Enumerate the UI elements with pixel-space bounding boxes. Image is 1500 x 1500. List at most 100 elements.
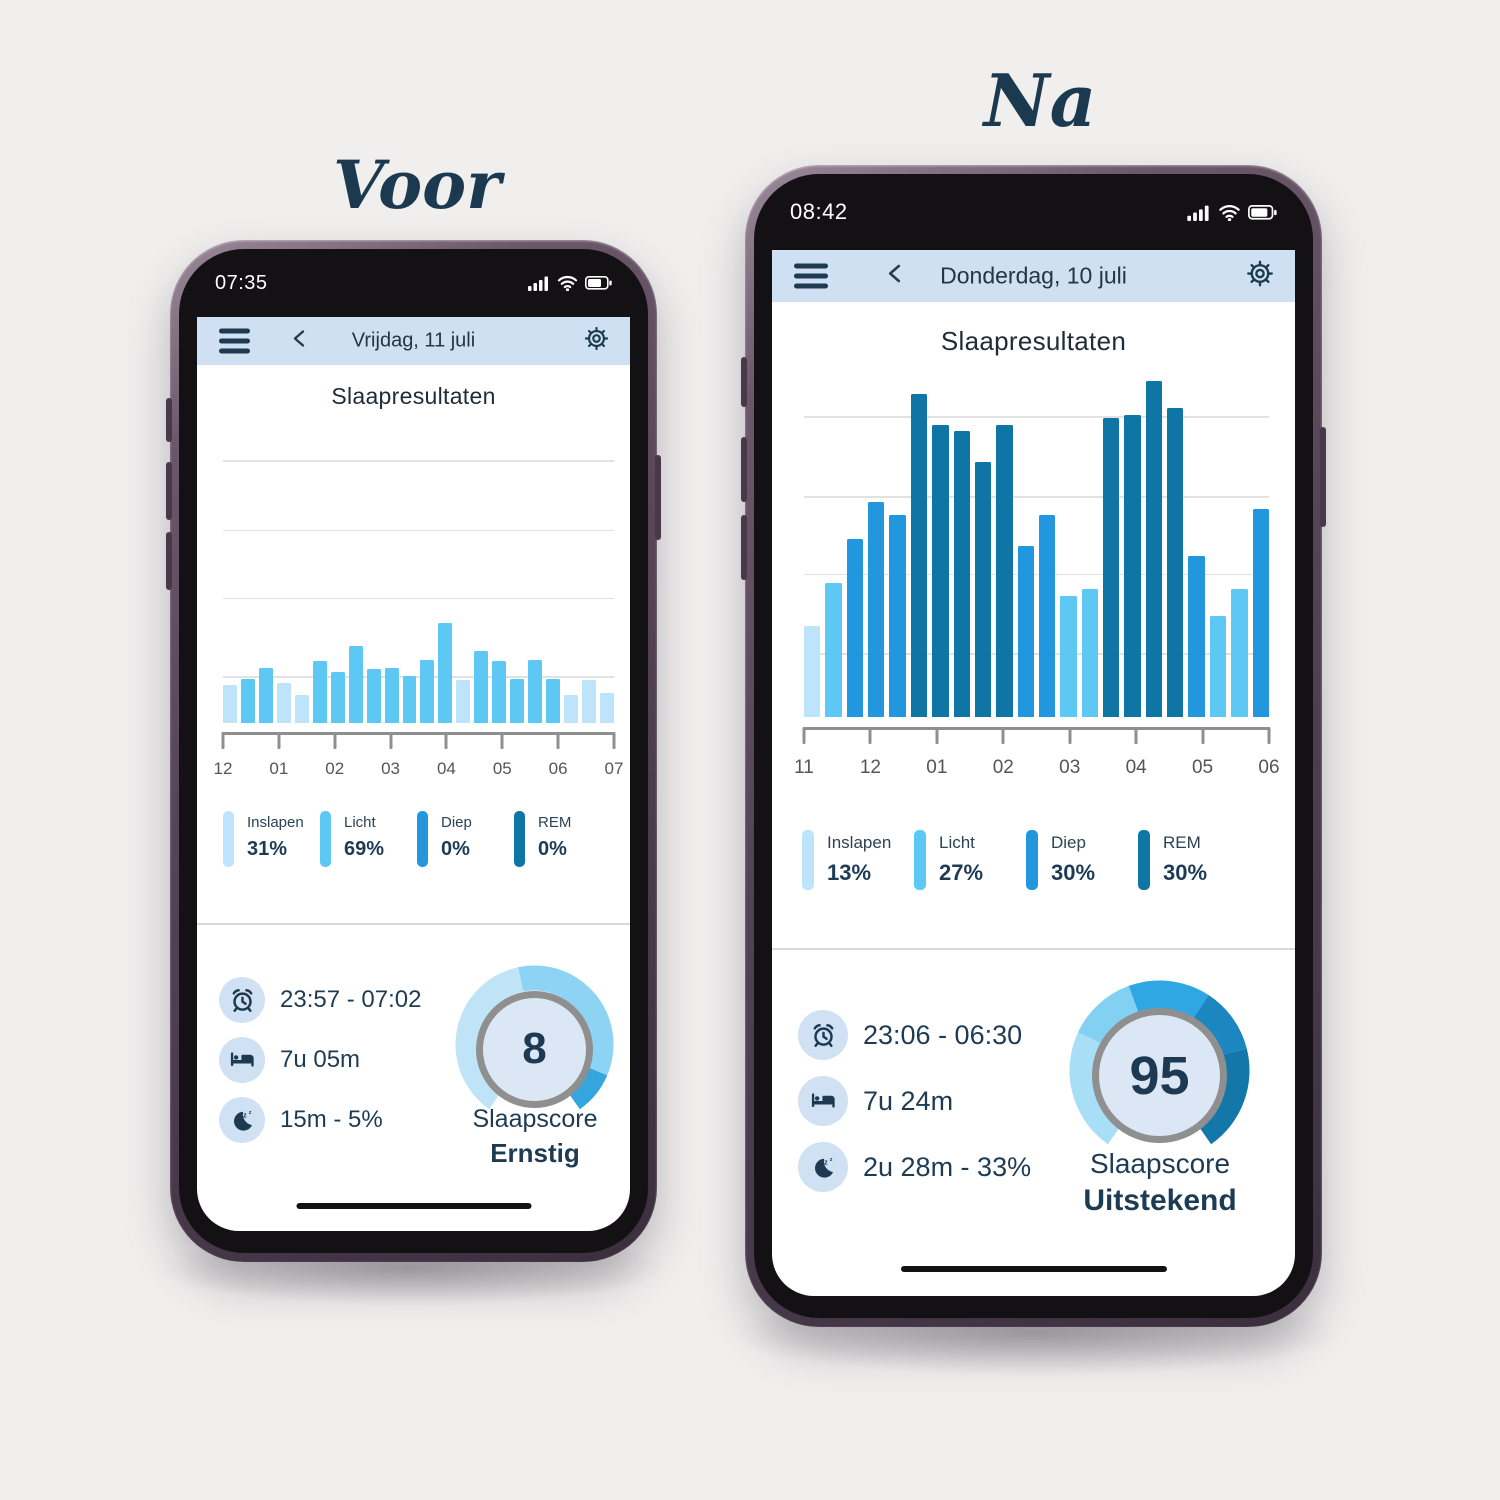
axis-tick — [333, 732, 337, 749]
power-button[interactable] — [1320, 427, 1326, 527]
nav-date: Donderdag, 10 juli — [940, 262, 1127, 289]
gauge-ring — [455, 965, 614, 1110]
chart-bar-licht — [402, 676, 417, 723]
chart-bar-licht — [1081, 589, 1099, 717]
menu-icon[interactable] — [219, 328, 250, 354]
chart-bar-rem — [932, 424, 949, 717]
svg-text:z: z — [248, 1109, 251, 1115]
axis-tick — [1001, 727, 1005, 744]
volume-up-button[interactable] — [741, 437, 747, 502]
stat-row-moon: z z 15m - 5% — [219, 1097, 421, 1143]
status-time: 08:42 — [790, 199, 848, 224]
chart-bar-inslapen — [456, 680, 471, 723]
axis-tick-label: 02 — [325, 759, 345, 778]
sleep-score-label: Slaapscore — [472, 1105, 598, 1133]
volume-down-button[interactable] — [166, 532, 172, 590]
gear-icon[interactable] — [1245, 259, 1275, 294]
legend-value: 0% — [441, 838, 470, 860]
chart-bar-diep — [846, 538, 864, 717]
phone-before: 07:35 Vrijdag, 11 juli Slaapresultaten — [166, 240, 661, 1262]
chart-bar-inslapen — [294, 695, 309, 723]
gridline — [223, 529, 614, 532]
sleep-score-labels: Slaapscore Uitstekend — [1040, 1148, 1280, 1218]
signal-icon — [528, 276, 548, 291]
app-screen: Donderdag, 10 juli Slaapresultaten 11 12 0… — [772, 250, 1295, 1296]
chart-bar-rem — [1103, 417, 1120, 717]
axis-tick-label: 02 — [992, 757, 1014, 778]
chart-bar-licht — [1209, 616, 1227, 717]
svg-text:z: z — [243, 1110, 247, 1119]
legend-value: 30% — [1051, 860, 1096, 885]
gridline — [804, 573, 1269, 576]
legend-label: Diep — [1051, 833, 1086, 852]
sleep-score-label: Slaapscore — [1089, 1148, 1231, 1179]
section-divider — [197, 923, 630, 925]
axis-tick-label: 01 — [926, 757, 948, 778]
wifi-icon — [1219, 204, 1240, 221]
svg-text:z: z — [829, 1156, 832, 1162]
legend-chip — [1138, 830, 1150, 890]
legend-label: REM — [1163, 833, 1201, 852]
legend-chip — [320, 811, 331, 867]
legend-item-licht: Licht 69% — [320, 811, 417, 867]
mute-switch[interactable] — [741, 357, 747, 407]
legend-chip — [223, 811, 234, 867]
axis-tick — [277, 732, 281, 749]
chart-bar-licht — [492, 661, 507, 723]
menu-icon[interactable] — [794, 263, 828, 289]
legend-item-rem: REM 30% — [1138, 830, 1250, 890]
chart-bar-diep — [868, 501, 885, 717]
back-chevron-icon[interactable] — [887, 263, 902, 290]
axis-tick — [802, 727, 806, 744]
axis-tick — [221, 732, 225, 749]
nav-bar: Donderdag, 10 juli — [772, 250, 1295, 302]
back-chevron-icon[interactable] — [292, 329, 306, 354]
sleep-score-labels: Slaapscore Ernstig — [435, 1105, 630, 1169]
legend-label: Inslapen — [247, 814, 304, 831]
stat-row-moon: z z 2u 28m - 33% — [798, 1142, 1031, 1192]
legend-item-diep: Diep 30% — [1026, 830, 1138, 890]
chart-bar-diep — [889, 515, 906, 717]
axis-tick — [1201, 727, 1205, 744]
axis-tick-label: 06 — [548, 759, 568, 778]
axis-tick-label: 01 — [269, 759, 289, 778]
gridline — [804, 496, 1269, 498]
axis-tick — [868, 727, 872, 744]
chart-bar-licht — [312, 661, 327, 723]
chart-bar-licht — [1231, 589, 1248, 717]
legend-item-rem: REM 0% — [514, 811, 611, 867]
phone-after: 08:42 Donderdag, 10 juli Slaapresultaten — [741, 165, 1326, 1327]
axis-tick-label: 07 — [604, 759, 624, 778]
nav-date: Vrijdag, 11 juli — [351, 329, 476, 352]
battery-icon — [585, 276, 612, 290]
wifi-icon — [557, 275, 578, 291]
chart-bar-diep — [1188, 555, 1205, 717]
legend-value: 0% — [538, 838, 567, 860]
volume-up-button[interactable] — [166, 462, 172, 520]
power-button[interactable] — [655, 455, 661, 540]
legend: Inslapen 13% Licht 27% Diep 30% REM 30% — [802, 830, 1250, 890]
stat-text: 15m - 5% — [280, 1106, 383, 1133]
chart-bar-rem — [1167, 407, 1184, 717]
axis-tick-label: 04 — [1125, 757, 1147, 778]
stat-row-alarm: 23:06 - 06:30 — [798, 1010, 1031, 1060]
sleep-stats: 23:57 - 07:02 7u 05m z z 15m - 5% — [219, 977, 421, 1143]
chart-bar-rem — [910, 394, 928, 717]
chart-bar-diep — [1017, 545, 1034, 717]
sleep-chart — [804, 373, 1269, 717]
mute-switch[interactable] — [166, 398, 172, 442]
gear-icon[interactable] — [583, 325, 610, 357]
legend-item-inslapen: Inslapen 31% — [223, 811, 320, 867]
sleep-chart — [223, 450, 614, 723]
stat-text: 7u 24m — [863, 1085, 954, 1116]
phone-bezel: 07:35 Vrijdag, 11 juli Slaapresultaten — [179, 249, 648, 1253]
axis-tick — [1267, 727, 1271, 744]
chart-bar-licht — [1060, 596, 1077, 717]
legend-chip — [802, 830, 814, 890]
home-indicator — [296, 1203, 531, 1209]
volume-down-button[interactable] — [741, 515, 747, 580]
legend-value: 31% — [247, 838, 288, 860]
chart-bar-licht — [348, 646, 363, 723]
